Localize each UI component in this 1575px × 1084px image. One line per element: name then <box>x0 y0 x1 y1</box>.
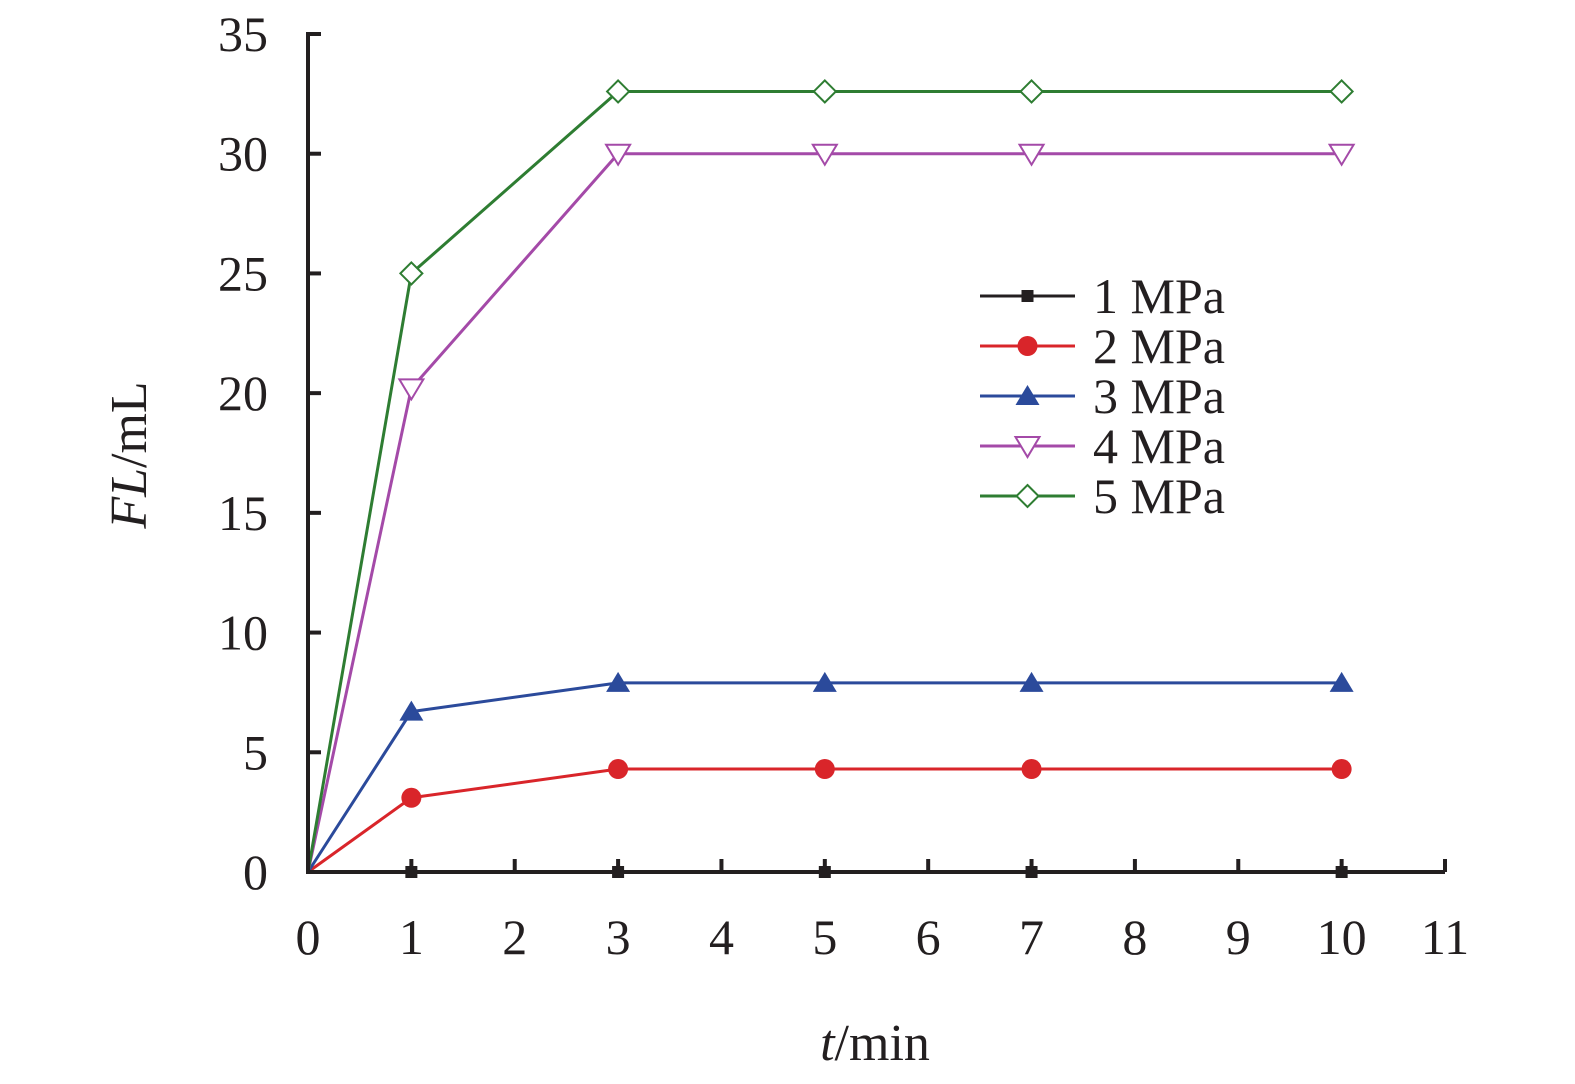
x-tick-label: 3 <box>606 909 631 965</box>
legend-marker <box>1015 385 1040 405</box>
series-line <box>307 767 1342 874</box>
data-point <box>1329 671 1354 692</box>
legend-item: 1 MPa <box>980 268 1225 324</box>
series-5 <box>306 79 1355 873</box>
data-point <box>1021 759 1042 780</box>
y-tick-label: 10 <box>218 605 268 661</box>
series-2 <box>307 759 1352 874</box>
legend-label: 5 MPa <box>1093 468 1225 524</box>
x-tick-label: 2 <box>502 909 527 965</box>
y-tick-label: 15 <box>218 485 268 541</box>
legend-label: 3 MPa <box>1093 368 1225 424</box>
x-tick-label: 6 <box>916 909 941 965</box>
x-axis-var: t <box>820 1015 836 1072</box>
data-point <box>1329 79 1355 104</box>
y-tick-label: 20 <box>218 365 268 421</box>
legend-item: 3 MPa <box>980 368 1225 424</box>
y-axis-unit: /mL <box>101 381 158 468</box>
data-point <box>606 671 631 692</box>
y-tick-label: 0 <box>243 844 268 900</box>
data-point <box>401 787 422 808</box>
y-tick-label: 5 <box>243 724 268 780</box>
legend-marker <box>1017 336 1038 356</box>
data-point <box>812 671 837 692</box>
data-point <box>1331 759 1352 780</box>
legend-marker <box>1015 483 1040 509</box>
y-tick-label: 30 <box>218 126 268 182</box>
data-point <box>814 759 835 780</box>
y-axis-var: FL <box>101 468 158 530</box>
legend-item: 4 MPa <box>980 418 1225 474</box>
data-point <box>398 261 424 286</box>
y-tick-label: 35 <box>218 6 268 62</box>
data-point <box>1327 143 1356 167</box>
legend-label: 1 MPa <box>1093 268 1225 324</box>
data-point <box>608 759 629 780</box>
x-tick-label: 0 <box>296 909 321 965</box>
axes-layer: 0 5 10 15 20 25 30 35 0 1 2 3 4 5 6 7 8 9 10 11 <box>218 6 1469 965</box>
x-tick-label: 9 <box>1226 909 1251 965</box>
series-layer <box>306 79 1356 878</box>
x-axis-title: t/min <box>820 1015 930 1072</box>
x-tick-label: 5 <box>812 909 837 965</box>
x-tick-label: 8 <box>1122 909 1147 965</box>
data-point <box>811 143 839 167</box>
x-tick-label: 4 <box>709 909 734 965</box>
data-point <box>812 79 838 104</box>
legend-label: 4 MPa <box>1093 418 1225 474</box>
x-axis-unit: /min <box>835 1015 930 1072</box>
x-tick-label: 11 <box>1421 909 1469 965</box>
data-point <box>604 143 632 167</box>
series-3 <box>306 671 1354 873</box>
series-line <box>306 89 1342 873</box>
data-point <box>1017 143 1046 167</box>
series-line <box>306 681 1342 873</box>
series-line <box>306 152 1342 873</box>
data-point <box>1019 79 1044 104</box>
y-tick-label: 25 <box>218 245 268 301</box>
legend-label: 2 MPa <box>1093 318 1225 374</box>
x-tick-label: 1 <box>399 909 424 965</box>
legend-marker <box>1013 436 1042 459</box>
data-point <box>605 79 631 104</box>
series-4 <box>306 143 1356 873</box>
data-point <box>399 700 424 721</box>
x-tick-label: 7 <box>1019 909 1044 965</box>
legend-item: 2 MPa <box>980 318 1225 374</box>
data-point <box>397 378 426 402</box>
y-axis-title: FL/mL <box>101 381 158 529</box>
data-point <box>1019 671 1044 692</box>
legend-marker <box>1021 290 1034 302</box>
x-tick-label: 10 <box>1317 909 1367 965</box>
legend-item: 5 MPa <box>980 468 1225 524</box>
